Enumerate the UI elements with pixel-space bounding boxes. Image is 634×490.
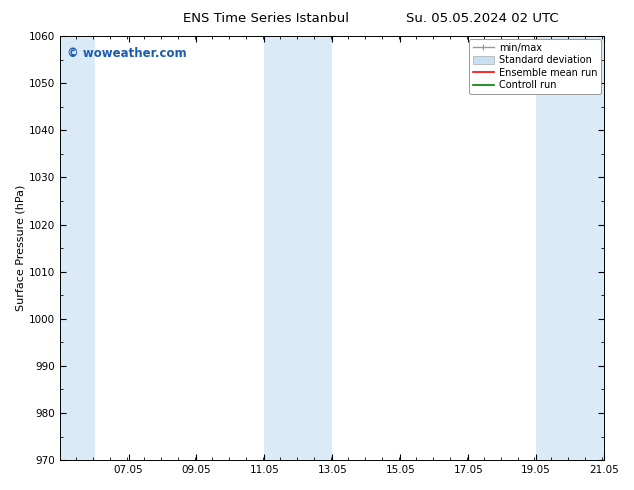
Text: ENS Time Series Istanbul: ENS Time Series Istanbul (183, 12, 349, 25)
Bar (264, 36, 332, 460)
Text: © woweather.com: © woweather.com (67, 47, 186, 60)
Bar (60, 36, 94, 460)
Text: Su. 05.05.2024 02 UTC: Su. 05.05.2024 02 UTC (406, 12, 558, 25)
Y-axis label: Surface Pressure (hPa): Surface Pressure (hPa) (15, 185, 25, 311)
Bar (536, 36, 604, 460)
Legend: min/max, Standard deviation, Ensemble mean run, Controll run: min/max, Standard deviation, Ensemble me… (469, 39, 601, 94)
